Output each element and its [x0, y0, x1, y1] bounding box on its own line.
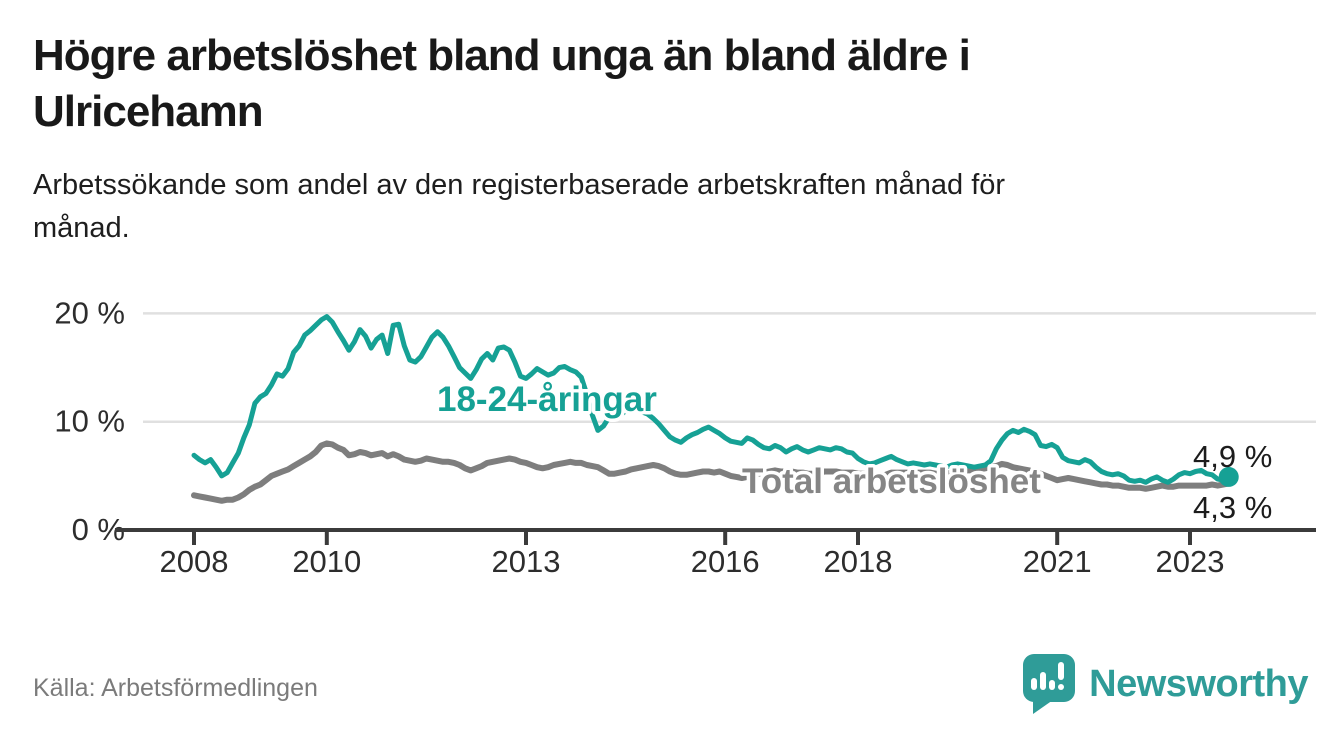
- newsworthy-logo: Newsworthy: [1021, 652, 1308, 716]
- newsworthy-logo-icon: [1023, 654, 1076, 714]
- x-tick-label: 2018: [824, 544, 893, 579]
- series-label-total: Total arbetslöshet: [742, 462, 1041, 501]
- series-end-dot: [1218, 466, 1239, 487]
- x-tick-label: 2008: [160, 544, 229, 579]
- series-label-youth: 18-24-åringar: [437, 380, 657, 419]
- chart-subtitle: Arbetssökande som andel av den registerb…: [33, 169, 1006, 244]
- y-tick-label: 20 %: [54, 295, 125, 330]
- end-value-label-youth: 4,9 %: [1193, 439, 1272, 474]
- x-tick-label: 2010: [292, 544, 361, 579]
- series-line-youth: [191, 314, 1232, 485]
- newsworthy-logo-text: Newsworthy: [1089, 662, 1308, 705]
- x-tick-label: 2016: [691, 544, 760, 579]
- x-tick-label: 2021: [1023, 544, 1092, 579]
- chart-title: Högre arbetslöshet bland unga än bland ä…: [33, 31, 971, 136]
- end-value-label-total: 4,3 %: [1193, 490, 1272, 525]
- series-line-total: [191, 440, 1232, 504]
- x-tick-label: 2013: [492, 544, 561, 579]
- source-note: Källa: Arbetsförmedlingen: [33, 674, 318, 702]
- y-tick-label: 10 %: [54, 404, 125, 439]
- x-tick-label: 2023: [1156, 544, 1225, 579]
